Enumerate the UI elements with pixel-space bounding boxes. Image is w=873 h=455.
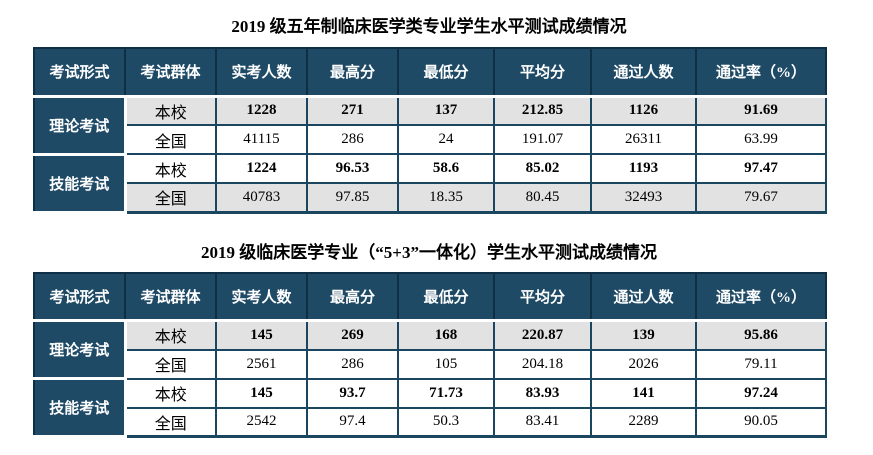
value-cell: 2542 (215, 406, 308, 438)
table2-title: 2019 级临床医学专业（“5+3”一体化）学生水平测试成绩情况 (201, 242, 657, 262)
value-cell: 58.6 (397, 153, 495, 184)
table-row: 理论考试 本校 1228 271 137 212.85 1126 91.69 (33, 95, 827, 156)
cohort-cell: 全国 (124, 124, 217, 155)
cohort-cell: 本校 (124, 319, 217, 351)
value-cell: 145 (215, 377, 308, 409)
table-row: 全国 41115 286 24 191.07 26311 63.99 (34, 124, 827, 155)
header-row: 考试形式 考试群体 实考人数 最高分 最低分 平均分 通过人数 通过率（%） (33, 271, 827, 322)
value-cell: 24 (397, 124, 495, 155)
value-cell: 32493 (590, 182, 697, 213)
value-cell: 83.93 (493, 377, 592, 409)
col-header-examinees: 实考人数 (215, 47, 308, 98)
form-cell-skill: 技能考试 (33, 153, 127, 214)
score-table-5plus3: 考试形式 考试群体 实考人数 最高分 最低分 平均分 通过人数 通过率（%） 理… (33, 271, 827, 438)
col-header-exam-form: 考试形式 (33, 271, 126, 322)
value-cell: 1193 (590, 153, 697, 184)
table-row: 技能考试 本校 145 93.7 71.73 83.93 141 97.24 (33, 377, 827, 438)
value-cell: 105 (397, 348, 495, 380)
value-cell: 93.7 (306, 377, 399, 409)
value-cell: 145 (215, 319, 308, 351)
value-cell: 91.69 (695, 95, 827, 126)
value-cell: 97.4 (306, 406, 399, 438)
value-cell: 80.45 (493, 182, 592, 213)
cohort-cell: 本校 (124, 153, 217, 184)
value-cell: 95.86 (695, 319, 827, 351)
value-cell: 271 (306, 95, 399, 126)
value-cell: 1224 (215, 153, 308, 184)
col-header-exam-form: 考试形式 (33, 47, 126, 98)
cohort-cell: 全国 (124, 348, 217, 380)
value-cell: 97.24 (695, 377, 827, 409)
form-cell-skill: 技能考试 (33, 377, 127, 438)
value-cell: 286 (306, 348, 399, 380)
cohort-cell: 全国 (124, 182, 217, 213)
col-header-min-score: 最低分 (397, 271, 495, 322)
form-cell-theory: 理论考试 (33, 95, 127, 156)
value-cell: 2289 (590, 406, 697, 438)
value-cell: 85.02 (493, 153, 592, 184)
col-header-exam-cohort: 考试群体 (124, 271, 217, 322)
col-header-avg-score: 平均分 (493, 271, 592, 322)
col-header-max-score: 最高分 (306, 271, 399, 322)
value-cell: 71.73 (397, 377, 495, 409)
table-row: 理论考试 本校 145 269 168 220.87 139 95.86 (33, 319, 827, 380)
table-row: 全国 2542 97.4 50.3 83.41 2289 90.05 (34, 406, 827, 438)
col-header-pass-count: 通过人数 (590, 47, 697, 98)
col-header-pass-count: 通过人数 (590, 271, 697, 322)
value-cell: 1228 (215, 95, 308, 126)
col-header-pass-rate: 通过率（%） (695, 47, 827, 98)
col-header-examinees: 实考人数 (215, 271, 308, 322)
col-header-max-score: 最高分 (306, 47, 399, 98)
header-row: 考试形式 考试群体 实考人数 最高分 最低分 平均分 通过人数 通过率（%） (33, 47, 827, 98)
table-row: 技能考试 本校 1224 96.53 58.6 85.02 1193 97.47 (33, 153, 827, 214)
value-cell: 79.11 (695, 348, 827, 380)
value-cell: 220.87 (493, 319, 592, 351)
table-row: 全国 2561 286 105 204.18 2026 79.11 (34, 348, 827, 380)
col-header-exam-cohort: 考试群体 (124, 47, 217, 98)
value-cell: 83.41 (493, 406, 592, 438)
value-cell: 40783 (215, 182, 308, 213)
value-cell: 96.53 (306, 153, 399, 184)
value-cell: 90.05 (695, 406, 827, 438)
value-cell: 2026 (590, 348, 697, 380)
value-cell: 191.07 (493, 124, 592, 155)
table-row: 全国 40783 97.85 18.35 80.45 32493 79.67 (34, 182, 827, 213)
value-cell: 41115 (215, 124, 308, 155)
value-cell: 18.35 (397, 182, 495, 213)
value-cell: 63.99 (695, 124, 827, 155)
value-cell: 97.85 (306, 182, 399, 213)
value-cell: 204.18 (493, 348, 592, 380)
value-cell: 1126 (590, 95, 697, 126)
cohort-cell: 本校 (124, 95, 217, 126)
form-cell-theory: 理论考试 (33, 319, 127, 380)
table1-title: 2019 级五年制临床医学类专业学生水平测试成绩情况 (231, 17, 627, 36)
value-cell: 141 (590, 377, 697, 409)
value-cell: 50.3 (397, 406, 495, 438)
score-table-five-year: 考试形式 考试群体 实考人数 最高分 最低分 平均分 通过人数 通过率（%） 理… (33, 47, 827, 214)
value-cell: 97.47 (695, 153, 827, 184)
value-cell: 26311 (590, 124, 697, 155)
value-cell: 137 (397, 95, 495, 126)
value-cell: 168 (397, 319, 495, 351)
document-page: 2019 级五年制临床医学类专业学生水平测试成绩情况 考试形式 考试群体 实考人… (33, 0, 827, 438)
value-cell: 269 (306, 319, 399, 351)
value-cell: 2561 (215, 348, 308, 380)
value-cell: 212.85 (493, 95, 592, 126)
value-cell: 79.67 (695, 182, 827, 213)
col-header-min-score: 最低分 (397, 47, 495, 98)
col-header-avg-score: 平均分 (493, 47, 592, 98)
col-header-pass-rate: 通过率（%） (695, 271, 827, 322)
value-cell: 139 (590, 319, 697, 351)
value-cell: 286 (306, 124, 399, 155)
cohort-cell: 全国 (124, 406, 217, 438)
cohort-cell: 本校 (124, 377, 217, 409)
